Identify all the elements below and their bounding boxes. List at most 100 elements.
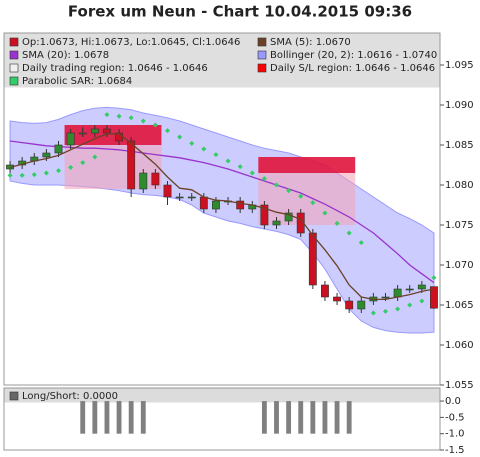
sar-dot — [225, 158, 231, 164]
sar-dot — [358, 240, 364, 246]
chart-title: Forex um Neun - Chart 10.04.2015 09:36 — [68, 3, 412, 21]
candle-body — [393, 288, 402, 298]
legend-label: Op:1.0673, Hi:1.0673, Lo:1.0645, Cl:1.06… — [22, 37, 240, 48]
legend-label: Daily S/L region: 1.0646 - 1.0646 — [270, 63, 435, 74]
y-tick-label: 1.055 — [445, 380, 474, 391]
legend-label: Parabolic SAR: 1.0684 — [22, 76, 132, 87]
candle-body — [345, 300, 354, 310]
region-lower — [258, 173, 356, 225]
sar-dot — [346, 230, 352, 236]
sar-dot — [165, 128, 170, 134]
candle-body — [405, 288, 414, 291]
bar — [116, 401, 122, 434]
bar — [310, 401, 316, 434]
candle-body — [260, 204, 269, 226]
sar-dot — [80, 160, 86, 166]
sar-dot — [201, 146, 207, 152]
sar-dot — [104, 112, 110, 118]
y-tick-label: -0.5 — [445, 412, 465, 423]
legend-label: SMA (20): 1.0678 — [22, 50, 109, 61]
candle-body — [66, 132, 75, 146]
bar — [286, 401, 292, 434]
sma20-line — [9, 140, 435, 284]
bar — [346, 401, 352, 434]
bar — [92, 401, 98, 434]
sar-dot — [395, 306, 401, 312]
sar-dot — [334, 220, 340, 226]
candle-body — [90, 128, 99, 134]
sar-dot — [92, 154, 98, 160]
sar-dot — [237, 164, 243, 170]
sar-dot — [274, 182, 279, 188]
candle-body — [321, 284, 329, 298]
sar-dot — [152, 122, 158, 128]
region-top — [64, 125, 162, 145]
sar-dot — [310, 200, 316, 206]
candle-body — [381, 296, 390, 299]
candle-body — [127, 140, 136, 190]
sar-dot — [383, 308, 388, 314]
y-tick-label: -1.0 — [445, 429, 465, 440]
bar — [80, 401, 86, 434]
candle-body — [212, 200, 220, 210]
sar-dot — [370, 310, 376, 316]
sar-dot — [407, 302, 413, 308]
legend-band — [4, 33, 440, 88]
sar-dot — [213, 152, 219, 158]
candle-body — [151, 172, 160, 186]
sar-dot — [249, 170, 255, 176]
y-tick-label: 1.070 — [445, 260, 474, 271]
y-tick-label: 0.0 — [445, 396, 461, 407]
sar-dot — [43, 170, 49, 176]
candle-body — [284, 212, 293, 222]
region-top — [258, 157, 356, 173]
legend-label: Bollinger (20, 2): 1.0616 - 1.0740 — [270, 50, 437, 61]
y-tick-label: 1.075 — [445, 220, 474, 231]
sar-dot — [322, 210, 328, 216]
legend-swatch — [9, 63, 19, 73]
sar-dot — [431, 275, 437, 281]
sar-dot — [189, 140, 195, 146]
legend-label: SMA (5): 1.0670 — [270, 37, 351, 48]
y-tick-label: -1.5 — [445, 445, 465, 456]
sar-dot — [68, 164, 74, 170]
sar-dot — [128, 115, 134, 121]
sar-dot — [31, 172, 37, 178]
candle-body — [175, 196, 184, 199]
sar-dot — [419, 298, 425, 304]
sar-dot — [140, 118, 146, 124]
candle-body — [236, 200, 245, 210]
candle-body — [54, 144, 63, 154]
bar — [128, 401, 134, 434]
sar-dot — [56, 168, 61, 174]
candle-body — [296, 212, 305, 234]
sar-dot — [177, 134, 183, 140]
y-tick-label: 1.060 — [445, 340, 474, 351]
candle-body — [272, 220, 281, 226]
sar-dot — [286, 188, 292, 194]
legend-label: Long/Short: 0.0000 — [22, 391, 118, 402]
candle-body — [357, 300, 366, 310]
candle-body — [42, 152, 51, 158]
sar-dot — [261, 176, 267, 182]
legend-swatch — [257, 37, 267, 47]
legend-swatch — [9, 391, 19, 401]
legend-swatch — [257, 63, 267, 73]
legend-label: Daily trading region: 1.0646 - 1.0646 — [22, 63, 208, 74]
candle-body — [163, 184, 172, 198]
bar — [261, 401, 267, 434]
bar — [322, 401, 328, 434]
bar — [334, 401, 340, 434]
legend-swatch — [9, 50, 19, 60]
y-tick-label: 1.095 — [445, 60, 474, 71]
bar — [298, 401, 304, 434]
candle-body — [103, 128, 111, 134]
bar — [104, 401, 110, 434]
y-tick-label: 1.080 — [445, 180, 474, 191]
legend-swatch — [9, 37, 19, 47]
sar-dot — [298, 193, 304, 199]
legend-swatch — [9, 76, 19, 86]
candle-body — [308, 232, 317, 286]
legend-swatch — [257, 50, 267, 60]
candle-body — [187, 196, 196, 199]
